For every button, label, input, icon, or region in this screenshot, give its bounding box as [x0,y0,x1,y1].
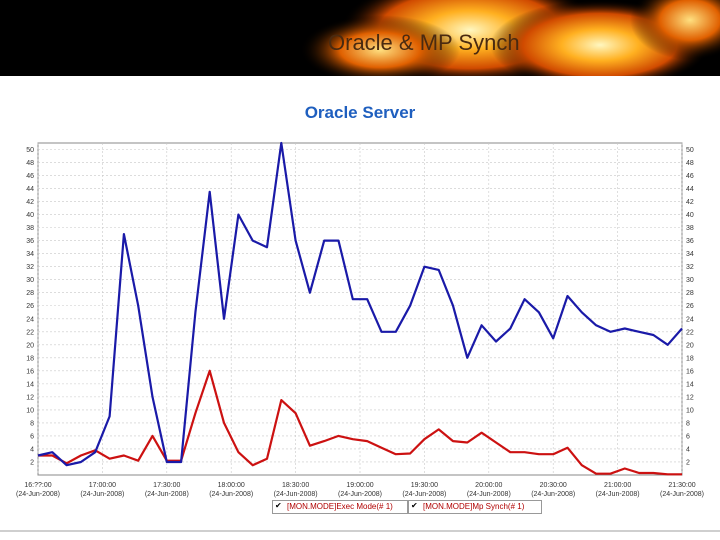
y-tick-label-left: 8 [30,420,34,427]
y-tick-label-left: 42 [26,199,34,206]
y-tick-label-left: 32 [26,264,34,271]
x-tick-label: 17:30:00 [153,482,180,489]
y-tick-label-right: 24 [686,316,694,323]
y-tick-label-right: 4 [686,446,690,453]
y-tick-label-left: 48 [26,160,34,167]
x-tick-label: 20:30:00 [540,482,567,489]
y-tick-label-right: 10 [686,407,694,414]
x-tick-date: (24-Jun-2008) [274,491,318,498]
x-tick-date: (24-Jun-2008) [660,491,704,498]
y-tick-label-right: 42 [686,199,694,206]
legend-label-exec-mode: [MON.MODE]Exec Mode(# 1) [287,502,393,511]
x-tick-date: (24-Jun-2008) [402,491,446,498]
y-tick-label-left: 24 [26,316,34,323]
x-tick-date: (24-Jun-2008) [338,491,382,498]
y-tick-label-left: 22 [26,329,34,336]
y-tick-label-right: 48 [686,160,694,167]
y-tick-label-right: 34 [686,251,694,258]
y-tick-label-left: 38 [26,225,34,232]
y-tick-label-right: 18 [686,355,694,362]
y-tick-label-right: 50 [686,147,694,154]
y-tick-label-left: 2 [30,459,34,466]
y-tick-label-right: 22 [686,329,694,336]
y-tick-label-left: 20 [26,342,34,349]
x-tick-label: 16:??:00 [24,482,51,489]
y-tick-label-right: 20 [686,342,694,349]
legend-checkbox: ✔ [411,501,418,510]
legend-checkbox: ✔ [275,501,282,510]
y-tick-label-right: 36 [686,238,694,245]
y-tick-label-left: 50 [26,147,34,154]
y-tick-label-left: 18 [26,355,34,362]
y-tick-label-right: 26 [686,303,694,310]
y-tick-label-right: 44 [686,186,694,193]
x-tick-date: (24-Jun-2008) [596,491,640,498]
x-tick-date: (24-Jun-2008) [531,491,575,498]
x-tick-date: (24-Jun-2008) [80,491,124,498]
y-tick-label-right: 12 [686,394,694,401]
y-tick-label-left: 6 [30,433,34,440]
x-tick-label: 17:00:00 [89,482,116,489]
y-tick-label-right: 2 [686,459,690,466]
y-tick-label-right: 40 [686,212,694,219]
legend-item-mp-synch: ✔ [MON.MODE]Mp Synch(# 1) [408,500,542,514]
y-tick-label-left: 44 [26,186,34,193]
legend-label-mp-synch: [MON.MODE]Mp Synch(# 1) [423,502,525,511]
x-tick-label: 18:30:00 [282,482,309,489]
y-tick-label-left: 34 [26,251,34,258]
x-tick-label: 21:30:00 [668,482,695,489]
x-tick-date: (24-Jun-2008) [145,491,189,498]
x-tick-label: 19:30:00 [411,482,438,489]
series-line-exec-mode [38,369,682,476]
x-tick-label: 21:00:00 [604,482,631,489]
y-tick-label-left: 14 [26,381,34,388]
fire-image [300,0,720,76]
y-tick-label-right: 30 [686,277,694,284]
y-tick-label-left: 36 [26,238,34,245]
chart-title: Oracle Server [304,103,416,122]
y-tick-label-left: 4 [30,446,34,453]
divider [0,530,720,532]
y-tick-label-right: 6 [686,433,690,440]
y-tick-label-left: 16 [26,368,34,375]
x-tick-date: (24-Jun-2008) [209,491,253,498]
y-tick-label-left: 12 [26,394,34,401]
y-tick-label-left: 10 [26,407,34,414]
y-tick-label-left: 26 [26,303,34,310]
y-tick-label-right: 8 [686,420,690,427]
y-tick-label-right: 28 [686,290,694,297]
x-tick-date: (24-Jun-2008) [16,491,60,498]
slide-title: Oracle & MP Synch [328,30,520,55]
x-tick-date: (24-Jun-2008) [467,491,511,498]
x-tick-label: 20:00:00 [475,482,502,489]
header-banner: Oracle & MP Synch [0,0,720,76]
y-tick-label-right: 14 [686,381,694,388]
x-tick-label: 19:00:00 [346,482,373,489]
y-tick-label-left: 30 [26,277,34,284]
y-tick-label-right: 16 [686,368,694,375]
x-tick-label: 18:00:00 [218,482,245,489]
y-tick-label-left: 28 [26,290,34,297]
y-tick-label-left: 40 [26,212,34,219]
y-tick-label-right: 38 [686,225,694,232]
series-line-mp-synch [37,141,683,467]
y-tick-label-left: 46 [26,173,34,180]
y-tick-label-right: 32 [686,264,694,271]
y-tick-label-right: 46 [686,173,694,180]
legend-item-exec-mode: ✔ [MON.MODE]Exec Mode(# 1) [272,500,408,514]
